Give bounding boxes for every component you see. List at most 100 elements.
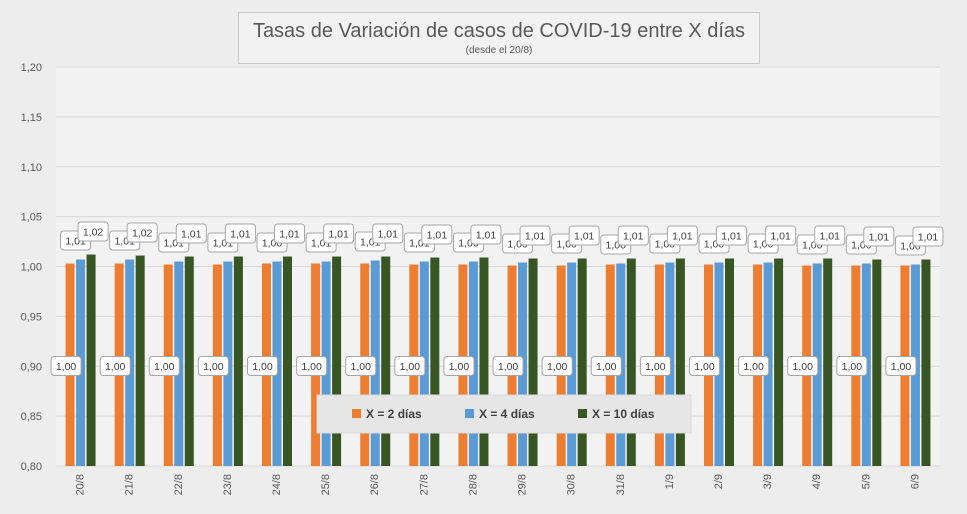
chart-title: Tasas de Variación de casos de COVID-19 … xyxy=(252,20,746,42)
x-tick-label: 28/8 xyxy=(467,474,479,495)
data-label-1-box xyxy=(443,356,475,376)
data-label-3: 1,01 xyxy=(525,231,546,243)
data-label-1-box xyxy=(345,356,377,376)
data-label-1: 1,00 xyxy=(793,361,814,373)
data-label-1: 1,00 xyxy=(105,361,126,373)
data-label-3-box xyxy=(470,224,502,245)
bar-3 xyxy=(184,256,194,466)
x-tick-label: 4/9 xyxy=(811,474,823,489)
data-label-1-box xyxy=(296,356,328,376)
y-tick-label: 1,20 xyxy=(21,62,42,74)
y-tick-label: 1,00 xyxy=(21,262,42,274)
data-label-3-box xyxy=(421,224,453,245)
x-tick-label: 1/9 xyxy=(664,474,676,489)
data-label-3-box xyxy=(274,223,305,244)
x-tick-label: 22/8 xyxy=(173,474,185,495)
data-label-3-box xyxy=(666,225,698,246)
data-label-3: 1,01 xyxy=(378,229,399,241)
data-label-3-box xyxy=(323,223,355,244)
chart-subtitle: (desde el 20/8) xyxy=(465,45,533,56)
data-label-1-box xyxy=(836,356,868,376)
data-label-1-box xyxy=(247,356,278,376)
data-label-3: 1,01 xyxy=(279,229,300,241)
data-label-1-box xyxy=(148,356,180,376)
data-label-3: 1,01 xyxy=(721,231,742,243)
data-label-3-box xyxy=(765,225,797,246)
data-label-1-box xyxy=(541,356,573,376)
data-label-3: 1,01 xyxy=(181,229,202,241)
data-label-1: 1,00 xyxy=(154,361,175,373)
data-label-3-box xyxy=(77,221,109,242)
data-label-1-box xyxy=(738,356,770,376)
data-label-1: 1,00 xyxy=(301,361,322,373)
x-tick-label: 25/8 xyxy=(320,474,332,495)
data-label-1: 1,00 xyxy=(252,361,273,373)
y-tick-label: 1,05 xyxy=(21,212,42,224)
data-label-3: 1,01 xyxy=(476,230,497,242)
data-label-1: 1,00 xyxy=(400,361,421,373)
data-label-1: 1,00 xyxy=(449,361,470,373)
bar-3 xyxy=(479,257,489,466)
data-label-1: 1,00 xyxy=(56,361,77,373)
data-label-3-box xyxy=(372,223,404,244)
legend-label: X = 4 días xyxy=(479,407,535,421)
data-label-1: 1,00 xyxy=(645,361,666,373)
bar-3 xyxy=(725,258,734,466)
data-label-1-box xyxy=(492,356,524,376)
y-tick-label: 0,80 xyxy=(21,461,42,473)
data-label-3-box xyxy=(617,225,649,246)
x-tick-label: 3/9 xyxy=(762,474,774,489)
legend-box xyxy=(316,394,692,434)
x-tick-label: 5/9 xyxy=(860,474,872,489)
data-label-1-box xyxy=(689,356,720,376)
x-tick-label: 21/8 xyxy=(124,474,136,495)
bar-3 xyxy=(86,254,96,466)
legend-swatch xyxy=(352,409,361,418)
chart-title-box: Tasas de Variación de casos de COVID-19 … xyxy=(238,12,760,64)
data-label-3: 1,01 xyxy=(574,231,595,243)
data-label-3: 1,01 xyxy=(918,232,939,244)
bar-3 xyxy=(332,256,342,466)
data-label-3: 1,01 xyxy=(427,230,448,242)
bar-3 xyxy=(430,257,440,466)
y-tick-label: 1,10 xyxy=(21,162,42,174)
x-tick-label: 24/8 xyxy=(271,474,283,495)
x-tick-label: 6/9 xyxy=(909,474,921,489)
data-label-3-box xyxy=(912,226,944,247)
data-label-1: 1,00 xyxy=(596,361,617,373)
data-label-3: 1,01 xyxy=(869,232,890,244)
data-label-1-box xyxy=(787,356,819,376)
bar-3 xyxy=(528,258,538,466)
bar-3 xyxy=(774,258,784,466)
bar-3 xyxy=(283,256,292,466)
data-label-1: 1,00 xyxy=(547,361,568,373)
data-label-3-box xyxy=(716,225,747,246)
bar-3 xyxy=(135,255,145,466)
x-tick-label: 29/8 xyxy=(517,474,529,495)
data-label-3: 1,01 xyxy=(623,231,644,243)
data-label-3-box xyxy=(814,225,846,246)
data-label-1-box xyxy=(99,356,131,376)
data-label-3-box xyxy=(568,225,600,246)
x-tick-label: 2/9 xyxy=(713,474,725,489)
y-tick-label: 0,85 xyxy=(21,411,42,423)
legend-swatch xyxy=(465,409,474,418)
bar-3 xyxy=(921,259,931,466)
legend-label: X = 10 días xyxy=(592,407,655,421)
bar-3 xyxy=(577,258,587,466)
bar-3 xyxy=(675,258,685,466)
data-label-3: 1,01 xyxy=(820,231,841,243)
data-label-3-box xyxy=(126,222,158,243)
x-tick-label: 27/8 xyxy=(418,474,430,495)
data-label-1: 1,00 xyxy=(351,361,372,373)
data-label-3: 1,01 xyxy=(328,229,349,241)
data-label-1: 1,00 xyxy=(743,361,764,373)
data-label-1: 1,00 xyxy=(203,361,224,373)
bar-3 xyxy=(381,256,391,466)
bar-3 xyxy=(872,259,882,466)
data-label-3: 1,01 xyxy=(770,231,791,243)
x-tick-label: 20/8 xyxy=(75,474,87,495)
data-label-1: 1,00 xyxy=(891,361,912,373)
